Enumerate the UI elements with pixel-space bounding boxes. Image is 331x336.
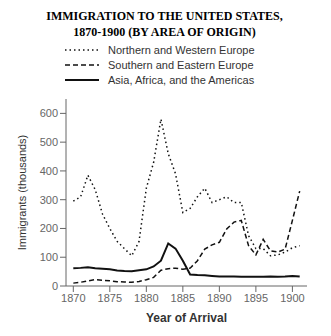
svg-text:Immigrants (thousands): Immigrants (thousands)	[16, 135, 28, 251]
html-text:Southern and Eastern Europe: Southern and Eastern Europe	[108, 58, 254, 71]
svg-text:1870: 1870	[61, 292, 85, 304]
html-text:Asia, Africa, and the Americas: Asia, Africa, and the Americas	[108, 73, 255, 86]
svg-text:Year of Arrival: Year of Arrival	[146, 311, 227, 325]
html-text:Northern and Western Europe: Northern and Western Europe	[108, 43, 255, 56]
svg-text:1890: 1890	[207, 292, 231, 304]
svg-text:1885: 1885	[171, 292, 195, 304]
svg-text:600: 600	[40, 107, 58, 119]
svg-text:1880: 1880	[134, 292, 158, 304]
svg-text:1895: 1895	[244, 292, 268, 304]
svg-text:1875: 1875	[98, 292, 122, 304]
svg-text:100: 100	[40, 251, 58, 263]
svg-text:200: 200	[40, 222, 58, 234]
svg-text:1900: 1900	[280, 292, 304, 304]
svg-text:0: 0	[52, 280, 58, 292]
html-text:1870-1900 (BY AREA OF ORIGIN): 1870-1900 (BY AREA OF ORIGIN)	[73, 25, 256, 39]
svg-text:400: 400	[40, 165, 58, 177]
svg-text:500: 500	[40, 136, 58, 148]
html-text:IMMIGRATION TO THE UNITED STAT: IMMIGRATION TO THE UNITED STATES,	[46, 9, 283, 23]
svg-text:300: 300	[40, 194, 58, 206]
